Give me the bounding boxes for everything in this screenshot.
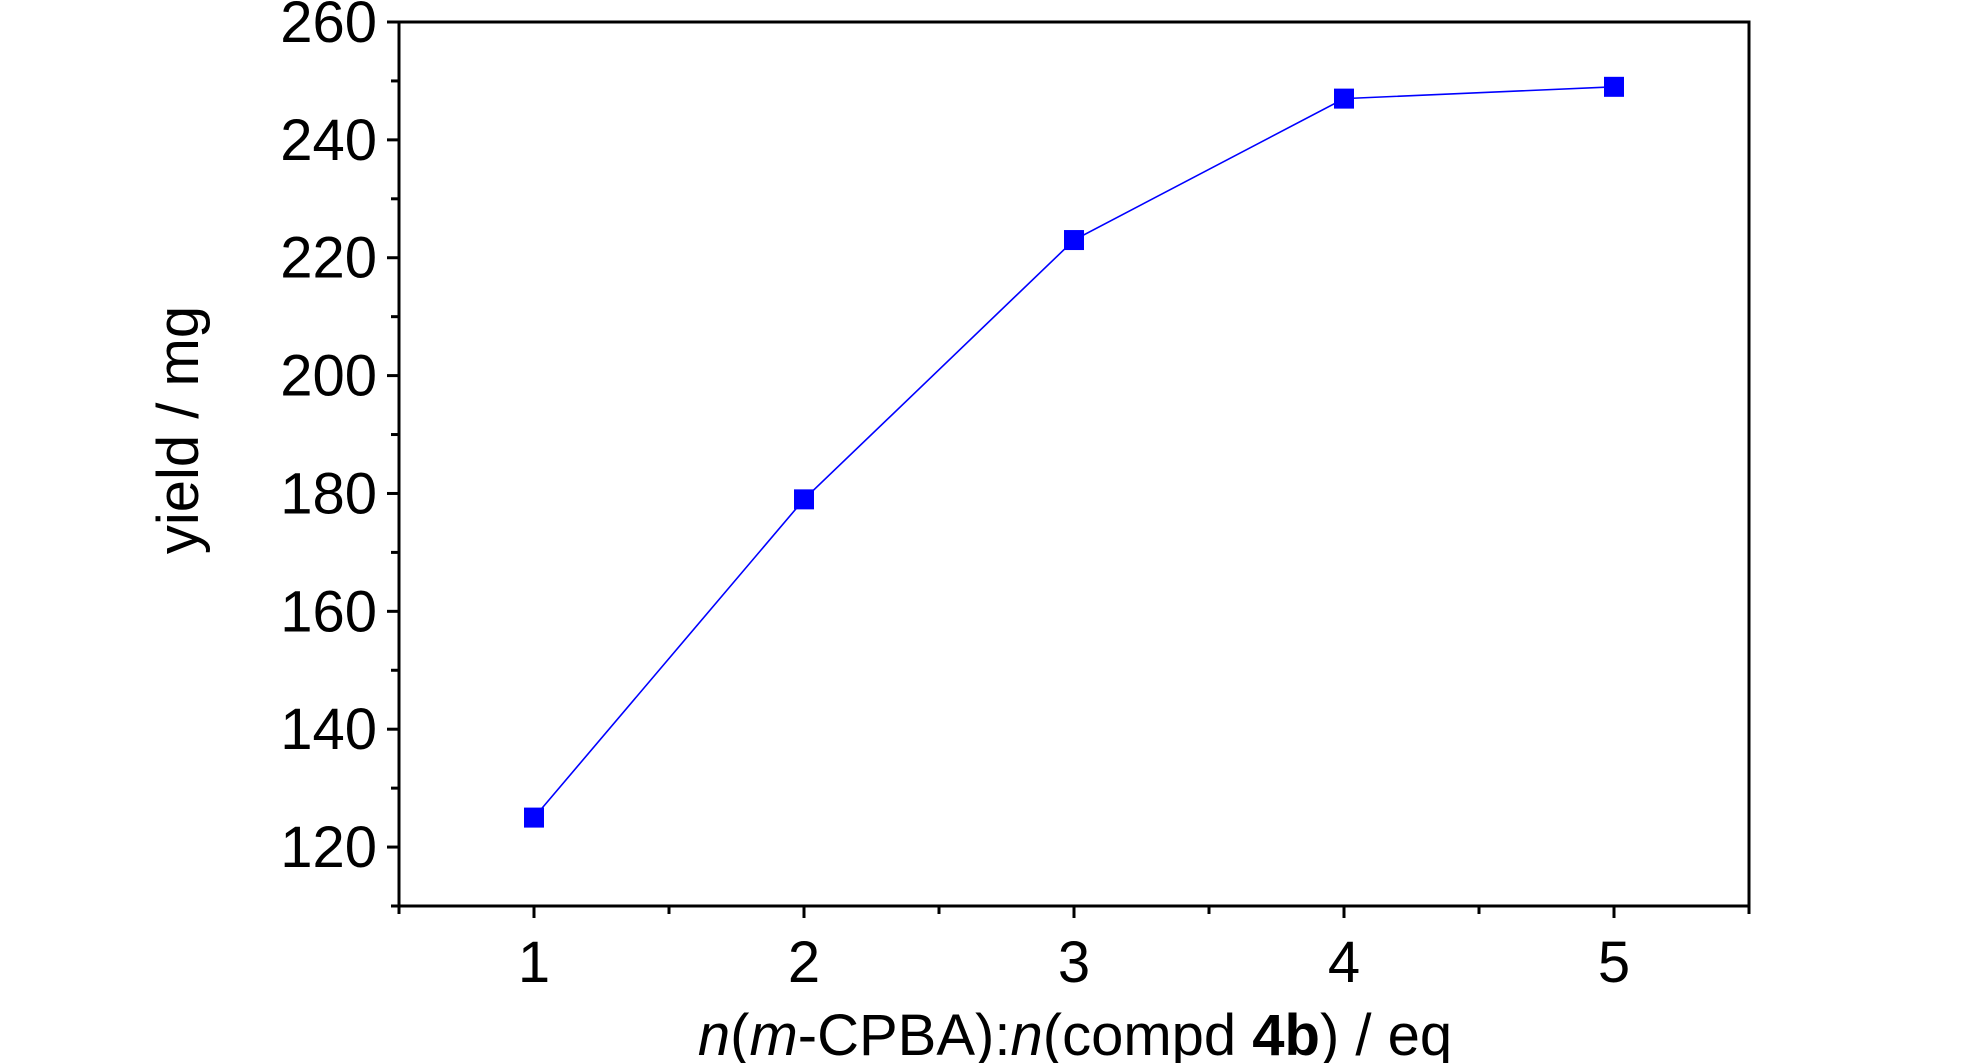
- data-point: [794, 489, 814, 510]
- y-tick-label: 200: [280, 344, 377, 409]
- tick-labels: 1 2 3 4 5 120 140 160 180 200 220 240 260: [280, 0, 1630, 995]
- x-axis-label-part: ) / eq: [1320, 1003, 1452, 1063]
- x-axis-label-part: (compd: [1043, 1003, 1253, 1063]
- y-tick-label: 260: [280, 0, 377, 55]
- x-axis-label-part: 4b: [1252, 1003, 1320, 1063]
- x-tick-label: 3: [1058, 930, 1090, 995]
- x-axis-label-part: n: [1010, 1003, 1042, 1063]
- x-axis-label-part: -CPBA):: [798, 1003, 1011, 1063]
- data-point: [524, 807, 544, 828]
- y-tick-label: 220: [280, 226, 377, 291]
- x-tick-label: 2: [788, 930, 820, 995]
- x-tick-label: 1: [518, 930, 550, 995]
- data-point: [1064, 230, 1084, 251]
- y-axis-label: yield / mg: [146, 306, 211, 554]
- axis-ticks: [387, 20, 1751, 918]
- x-axis-label-part: n: [698, 1003, 730, 1063]
- series-group: [524, 76, 1624, 828]
- y-tick-label: 160: [280, 579, 377, 644]
- series-line: [533, 86, 1615, 819]
- x-tick-label: 4: [1328, 930, 1360, 995]
- x-axis-label: n(m-CPBA):n(compd 4b) / eq: [698, 1003, 1452, 1063]
- y-tick-label: 180: [280, 461, 377, 526]
- data-point: [1334, 88, 1354, 109]
- data-point: [1604, 76, 1624, 97]
- y-tick-label: 120: [280, 815, 377, 880]
- plot-frame: [397, 20, 1751, 908]
- x-tick-label: 5: [1598, 930, 1630, 995]
- x-axis-label-part: (: [730, 1003, 749, 1063]
- y-tick-label: 240: [280, 108, 377, 173]
- x-axis-label-part: m: [749, 1003, 797, 1063]
- y-tick-label: 140: [280, 697, 377, 762]
